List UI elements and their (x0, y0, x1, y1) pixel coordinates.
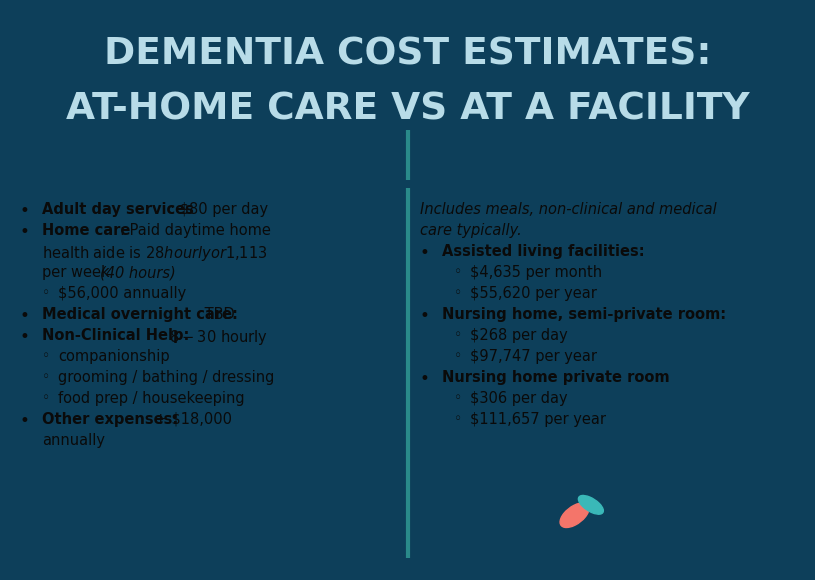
Text: $4,635 per month: $4,635 per month (469, 265, 601, 280)
Text: per week: per week (42, 265, 114, 280)
Text: : $80 per day: : $80 per day (170, 202, 268, 217)
Text: ◦: ◦ (453, 412, 461, 426)
Text: food prep / housekeeping: food prep / housekeeping (58, 391, 244, 406)
Text: ◦: ◦ (42, 391, 51, 405)
Text: ◦: ◦ (453, 349, 461, 363)
Text: Nursing home, semi-private room:: Nursing home, semi-private room: (442, 307, 725, 322)
Text: Nursing home private room: Nursing home private room (442, 370, 669, 385)
Text: Adult day services: Adult day services (42, 202, 194, 217)
Text: $97,747 per year: $97,747 per year (469, 349, 597, 364)
Text: •: • (20, 412, 30, 430)
Text: + $18,000: + $18,000 (150, 412, 232, 427)
Text: (40 hours): (40 hours) (100, 265, 176, 280)
Text: health aide is $28 hourly or $1,113: health aide is $28 hourly or $1,113 (42, 244, 267, 263)
Text: $306 per day: $306 per day (469, 391, 567, 406)
Text: •: • (20, 307, 30, 325)
Text: ◦: ◦ (42, 349, 51, 363)
Ellipse shape (579, 495, 603, 514)
Text: care typically.: care typically. (420, 223, 522, 238)
Text: $56,000 annually: $56,000 annually (58, 286, 187, 301)
Text: CircleOf: CircleOf (607, 499, 681, 517)
Text: •: • (420, 370, 430, 388)
Text: Non-Clinical Help:: Non-Clinical Help: (42, 328, 189, 343)
Text: •: • (420, 307, 430, 325)
Text: $8 - $30 hourly: $8 - $30 hourly (165, 328, 268, 347)
Text: annually: annually (42, 433, 105, 448)
Text: : Paid daytime home: : Paid daytime home (120, 223, 271, 238)
Text: TBD: TBD (200, 307, 235, 322)
Text: grooming / bathing / dressing: grooming / bathing / dressing (58, 370, 275, 385)
Ellipse shape (560, 503, 589, 527)
Text: ◦: ◦ (453, 286, 461, 300)
Text: $268 per day: $268 per day (469, 328, 567, 343)
Text: Home care: Home care (42, 223, 130, 238)
Text: Includes meals, non-clinical and medical: Includes meals, non-clinical and medical (420, 202, 716, 217)
Text: CARE AT A FACILITY: CARE AT A FACILITY (481, 143, 742, 167)
Text: •: • (420, 244, 430, 262)
Text: CARE AT-HOME: CARE AT-HOME (106, 143, 302, 167)
Text: ◦: ◦ (42, 286, 51, 300)
Text: •: • (20, 202, 30, 220)
Text: $111,657 per year: $111,657 per year (469, 412, 606, 427)
Text: ◦: ◦ (453, 265, 461, 279)
Text: •: • (20, 223, 30, 241)
Text: A Caregiving App: A Caregiving App (607, 527, 716, 540)
Text: DEMENTIA COST ESTIMATES:: DEMENTIA COST ESTIMATES: (104, 37, 711, 72)
Text: ◦: ◦ (453, 391, 461, 405)
Text: companionship: companionship (58, 349, 170, 364)
Text: ◦: ◦ (453, 328, 461, 342)
Text: Medical overnight care:: Medical overnight care: (42, 307, 238, 322)
Text: $55,620 per year: $55,620 per year (469, 286, 597, 301)
Text: ◦: ◦ (42, 370, 51, 384)
Text: •: • (20, 328, 30, 346)
Text: Other expenses:: Other expenses: (42, 412, 178, 427)
Text: Assisted living facilities:: Assisted living facilities: (442, 244, 644, 259)
Text: AT-HOME CARE VS AT A FACILITY: AT-HOME CARE VS AT A FACILITY (66, 91, 749, 127)
